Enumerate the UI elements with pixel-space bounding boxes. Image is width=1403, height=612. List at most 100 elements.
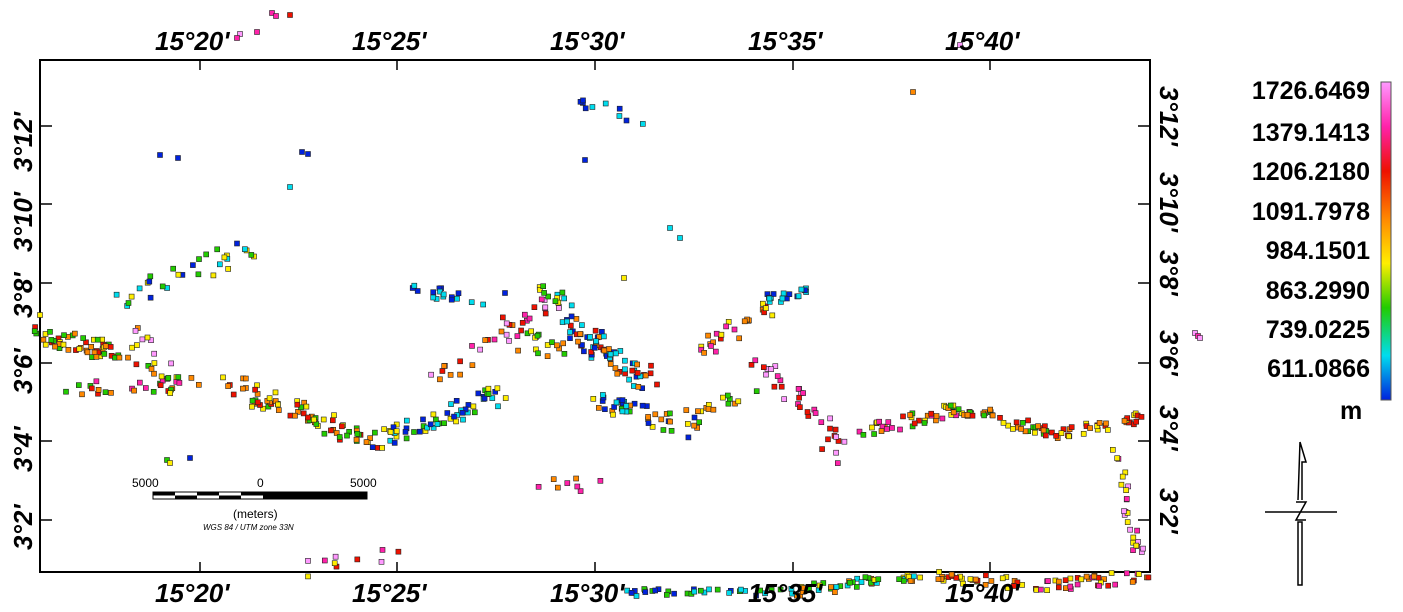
- elevation-point: [599, 328, 605, 335]
- elevation-point: [725, 318, 732, 325]
- elevation-point: [165, 375, 172, 381]
- legend-unit: m: [1340, 397, 1362, 425]
- elevation-point: [720, 394, 726, 401]
- elevation-point: [648, 362, 654, 369]
- elevation-point: [457, 358, 463, 365]
- elevation-point: [190, 262, 196, 268]
- elevation-point: [84, 349, 91, 356]
- elevation-point: [770, 291, 777, 297]
- elevation-point: [220, 374, 226, 381]
- elevation-point: [834, 460, 841, 466]
- elevation-point: [612, 350, 619, 357]
- elevation-point: [328, 427, 334, 434]
- elevation-point: [588, 349, 594, 355]
- elevation-point: [451, 413, 457, 420]
- elevation-point: [634, 370, 641, 376]
- bottom-lon-label: 15°25': [352, 578, 427, 607]
- scale-segment: [219, 495, 241, 499]
- left-lat-label: 3°8': [8, 272, 38, 318]
- elevation-point: [534, 332, 541, 339]
- elevation-point: [311, 416, 317, 423]
- elevation-point: [254, 29, 260, 35]
- elevation-point: [1018, 426, 1024, 432]
- elevation-point: [234, 240, 240, 247]
- elevation-point: [42, 341, 49, 348]
- legend-value: 1726.6469: [1252, 77, 1370, 105]
- elevation-point: [420, 416, 426, 423]
- elevation-point: [175, 374, 182, 380]
- elevation-point: [1119, 473, 1126, 480]
- right-lat-label: 3°2': [1154, 488, 1184, 534]
- elevation-point: [499, 314, 506, 321]
- elevation-point: [652, 411, 659, 418]
- elevation-point: [519, 319, 526, 326]
- elevation-point: [629, 367, 636, 374]
- elevation-point: [668, 427, 675, 434]
- elevation-point: [475, 390, 482, 397]
- elevation-point: [550, 476, 557, 483]
- elevation-point: [502, 290, 508, 296]
- bottom-lon-label: 15°35': [748, 578, 823, 607]
- elevation-points: [31, 10, 1203, 599]
- elevation-point: [801, 585, 807, 591]
- elevation-point: [275, 407, 282, 413]
- elevation-point: [789, 590, 796, 597]
- legend-value: 1206.2180: [1252, 158, 1370, 186]
- elevation-point: [613, 399, 620, 406]
- elevation-point: [549, 339, 555, 346]
- legend-value: 1091.7978: [1252, 198, 1370, 226]
- elevation-point: [671, 590, 677, 597]
- elevation-point: [667, 418, 673, 425]
- elevation-point: [1121, 418, 1128, 424]
- elevation-point: [430, 289, 437, 296]
- elevation-point: [273, 13, 279, 19]
- elevation-point: [710, 406, 717, 413]
- elevation-point: [544, 353, 551, 360]
- scale-projection: WGS 84 / UTM zone 33N: [203, 523, 294, 532]
- elevation-point: [430, 424, 437, 431]
- elevation-point: [437, 376, 443, 383]
- elevation-point: [900, 578, 907, 584]
- elevation-point: [626, 376, 632, 383]
- elevation-point: [1053, 432, 1059, 439]
- elevation-point: [292, 412, 298, 419]
- elevation-point: [800, 390, 806, 396]
- elevation-point: [611, 404, 617, 410]
- elevation-point: [1130, 547, 1136, 554]
- elevation-point: [305, 414, 311, 421]
- elevation-point: [116, 354, 123, 361]
- elevation-point: [203, 251, 209, 258]
- right-lat-label: 3°8': [1154, 250, 1184, 296]
- elevation-point: [554, 342, 560, 349]
- elevation-point: [498, 328, 505, 335]
- elevation-point: [691, 588, 698, 595]
- elevation-point: [1124, 519, 1131, 525]
- elevation-point: [947, 402, 954, 409]
- elevation-point: [869, 424, 875, 431]
- scale-bar: 5000 0 5000 (meters) WGS 84 / UTM zone 3…: [132, 476, 377, 532]
- elevation-point: [741, 318, 748, 325]
- elevation-point: [300, 410, 307, 417]
- elevation-point: [363, 439, 370, 445]
- elevation-point: [981, 412, 987, 419]
- elevation-point: [1197, 335, 1203, 341]
- elevation-point: [738, 586, 744, 593]
- elevation-point: [448, 401, 454, 407]
- elevation-point: [987, 406, 994, 413]
- elevation-point: [714, 586, 721, 593]
- elevation-point: [1108, 570, 1115, 576]
- legend-value: 1379.1413: [1252, 119, 1370, 147]
- elevation-point: [151, 360, 158, 366]
- elevation-point: [1138, 414, 1145, 420]
- elevation-point: [1133, 418, 1139, 425]
- elevation-point: [667, 410, 673, 417]
- elevation-point: [427, 421, 434, 428]
- elevation-point: [1000, 419, 1007, 426]
- elevation-point: [812, 410, 819, 416]
- elevation-point: [157, 382, 164, 389]
- scale-segment: [153, 492, 175, 496]
- elevation-point: [480, 301, 487, 308]
- elevation-point: [1067, 575, 1074, 582]
- elevation-point: [763, 305, 769, 312]
- elevation-point: [833, 584, 840, 590]
